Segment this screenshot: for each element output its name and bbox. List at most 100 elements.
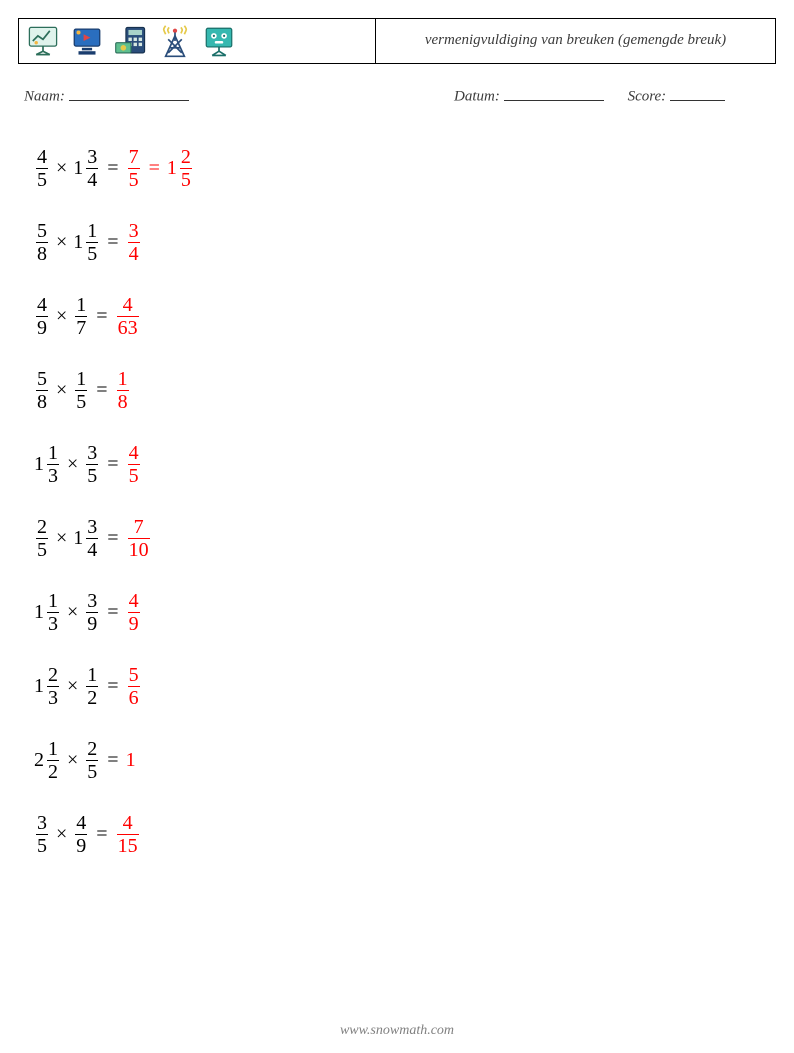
numerator: 1	[47, 591, 59, 612]
whole-number: 1	[126, 749, 136, 772]
meta-score: Score:	[628, 86, 725, 106]
operand-term: 113	[34, 591, 61, 634]
numerator: 4	[128, 443, 140, 464]
denominator: 7	[75, 317, 87, 338]
answer-term: 18	[115, 369, 131, 412]
answer-term: 56	[126, 665, 142, 708]
denominator: 8	[36, 243, 48, 264]
numerator: 4	[128, 591, 140, 612]
equals-sign: =	[107, 527, 118, 550]
equals-sign: =	[107, 675, 118, 698]
problem-row: 45×134=75=125	[34, 132, 776, 206]
operand-term: 134	[73, 147, 100, 190]
numerator: 3	[36, 813, 48, 834]
denominator: 9	[36, 317, 48, 338]
denominator: 3	[47, 613, 59, 634]
fraction: 49	[128, 591, 140, 634]
denominator: 10	[128, 539, 150, 560]
fraction: 25	[180, 147, 192, 190]
fraction: 34	[128, 221, 140, 264]
denominator: 9	[128, 613, 140, 634]
fraction: 56	[128, 665, 140, 708]
numerator: 5	[36, 221, 48, 242]
fraction: 15	[75, 369, 87, 412]
whole-part: 1	[73, 157, 83, 180]
whole-part: 1	[73, 231, 83, 254]
denominator: 5	[36, 539, 48, 560]
fraction: 39	[86, 591, 98, 634]
equals-sign: =	[149, 157, 160, 180]
whole-part: 1	[167, 157, 177, 180]
numerator: 4	[122, 295, 134, 316]
fraction: 35	[36, 813, 48, 856]
numerator: 7	[133, 517, 145, 538]
denominator: 5	[86, 243, 98, 264]
fraction: 45	[128, 443, 140, 486]
fraction: 49	[75, 813, 87, 856]
whole-part: 2	[34, 749, 44, 772]
numerator: 3	[128, 221, 140, 242]
denominator: 8	[36, 391, 48, 412]
problem-row: 123×12=56	[34, 650, 776, 724]
board-chart-icon	[25, 23, 61, 59]
operand-term: 212	[34, 739, 61, 782]
meta-name: Naam:	[24, 86, 454, 106]
operand-term: 39	[84, 591, 100, 634]
robot-board-icon	[201, 23, 237, 59]
denominator: 2	[47, 761, 59, 782]
operand-term: 58	[34, 221, 50, 264]
denominator: 5	[86, 465, 98, 486]
numerator: 3	[86, 443, 98, 464]
equals-sign: =	[107, 601, 118, 624]
fraction: 17	[75, 295, 87, 338]
denominator: 4	[86, 169, 98, 190]
operand-term: 25	[84, 739, 100, 782]
fraction: 415	[117, 813, 139, 856]
answer-term: 463	[115, 295, 141, 338]
antenna-icon	[157, 23, 193, 59]
denominator: 5	[86, 761, 98, 782]
multiply-operator: ×	[67, 601, 78, 624]
problem-row: 58×115=34	[34, 206, 776, 280]
operand-term: 49	[73, 813, 89, 856]
fraction: 710	[128, 517, 150, 560]
fraction: 15	[86, 221, 98, 264]
numerator: 2	[36, 517, 48, 538]
operand-term: 58	[34, 369, 50, 412]
equals-sign: =	[107, 749, 118, 772]
denominator: 5	[128, 169, 140, 190]
answer-term: 75	[126, 147, 142, 190]
operand-term: 25	[34, 517, 50, 560]
operand-term: 115	[73, 221, 100, 264]
multiply-operator: ×	[56, 305, 67, 328]
score-label: Score:	[628, 89, 667, 105]
numerator: 1	[75, 369, 87, 390]
multiply-operator: ×	[56, 379, 67, 402]
denominator: 4	[86, 539, 98, 560]
name-label: Naam:	[24, 89, 65, 105]
fraction: 34	[86, 517, 98, 560]
name-blank	[69, 86, 189, 101]
denominator: 9	[86, 613, 98, 634]
numerator: 4	[75, 813, 87, 834]
numerator: 1	[117, 369, 129, 390]
fraction: 58	[36, 369, 48, 412]
answer-term: 125	[167, 147, 194, 190]
problem-row: 113×35=45	[34, 428, 776, 502]
fraction: 12	[86, 665, 98, 708]
numerator: 1	[47, 739, 59, 760]
operand-term: 49	[34, 295, 50, 338]
answer-term: 49	[126, 591, 142, 634]
header-icons	[19, 19, 375, 63]
multiply-operator: ×	[67, 453, 78, 476]
calculator-money-icon	[113, 23, 149, 59]
fraction: 463	[117, 295, 139, 338]
denominator: 5	[36, 835, 48, 856]
meta-date: Datum:	[454, 86, 604, 106]
operand-term: 134	[73, 517, 100, 560]
denominator: 15	[117, 835, 139, 856]
fraction: 25	[36, 517, 48, 560]
operand-term: 35	[34, 813, 50, 856]
fraction: 23	[47, 665, 59, 708]
operand-term: 35	[84, 443, 100, 486]
